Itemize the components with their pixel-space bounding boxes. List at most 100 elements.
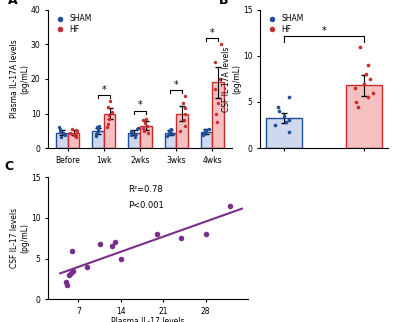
Point bbox=[168, 130, 175, 135]
Point bbox=[202, 128, 208, 133]
Text: R²=0.78: R²=0.78 bbox=[128, 185, 163, 194]
Point bbox=[128, 132, 134, 137]
Point bbox=[73, 128, 79, 133]
Point bbox=[118, 256, 124, 261]
Point bbox=[60, 130, 66, 135]
Point bbox=[132, 132, 138, 137]
Point bbox=[84, 264, 90, 270]
Point bbox=[217, 76, 223, 81]
Point bbox=[370, 90, 376, 95]
Point bbox=[218, 42, 224, 47]
Point bbox=[68, 271, 74, 276]
Point bbox=[272, 122, 278, 128]
Point bbox=[286, 129, 292, 134]
Point bbox=[72, 132, 78, 137]
Point bbox=[286, 118, 292, 123]
Point bbox=[182, 111, 188, 116]
Point bbox=[364, 95, 371, 100]
Text: *: * bbox=[102, 85, 106, 95]
Bar bbox=[128, 133, 140, 148]
Point bbox=[283, 120, 290, 125]
Point bbox=[351, 86, 358, 91]
Point bbox=[178, 236, 184, 241]
Legend: SHAM, HF: SHAM, HF bbox=[52, 14, 92, 34]
Bar bbox=[140, 126, 152, 148]
Point bbox=[200, 132, 206, 137]
Y-axis label: CSF IL-17 levels
(pg/mL): CSF IL-17 levels (pg/mL) bbox=[10, 208, 29, 268]
Bar bbox=[346, 85, 382, 148]
Point bbox=[145, 130, 151, 135]
Point bbox=[215, 100, 221, 106]
Point bbox=[134, 127, 141, 132]
Point bbox=[132, 135, 138, 140]
Text: *: * bbox=[210, 28, 214, 38]
Point bbox=[140, 118, 146, 123]
Point bbox=[365, 62, 372, 68]
Point bbox=[63, 279, 69, 284]
Point bbox=[104, 104, 111, 109]
Point bbox=[106, 116, 112, 121]
Point bbox=[200, 130, 206, 135]
Point bbox=[357, 44, 363, 49]
Point bbox=[141, 128, 148, 133]
Text: *: * bbox=[138, 100, 142, 110]
Bar bbox=[92, 131, 104, 148]
Point bbox=[182, 94, 188, 99]
Point bbox=[281, 113, 287, 118]
Point bbox=[206, 127, 212, 132]
Point bbox=[166, 128, 172, 133]
Bar bbox=[212, 82, 224, 148]
Point bbox=[167, 128, 174, 133]
Point bbox=[144, 123, 150, 128]
Y-axis label: Plasma IL-17A levels
(pg/mL): Plasma IL-17A levels (pg/mL) bbox=[10, 40, 29, 118]
Point bbox=[164, 133, 170, 138]
Point bbox=[94, 130, 100, 135]
Point bbox=[212, 59, 218, 64]
Bar bbox=[176, 114, 188, 148]
Bar bbox=[164, 133, 176, 148]
Text: *: * bbox=[322, 25, 326, 35]
Point bbox=[129, 130, 135, 135]
Point bbox=[168, 127, 174, 132]
Bar bbox=[266, 118, 302, 148]
Text: C: C bbox=[4, 160, 13, 173]
Point bbox=[214, 119, 220, 125]
Text: A: A bbox=[8, 0, 17, 7]
Point bbox=[96, 242, 103, 247]
Bar bbox=[68, 133, 80, 148]
Point bbox=[68, 127, 75, 132]
Point bbox=[112, 240, 118, 245]
Point bbox=[96, 123, 102, 128]
Bar bbox=[200, 131, 212, 148]
Point bbox=[94, 125, 100, 130]
Text: P<0.001: P<0.001 bbox=[128, 201, 164, 210]
Point bbox=[275, 109, 282, 114]
Point bbox=[105, 121, 112, 127]
Point bbox=[58, 135, 64, 140]
Point bbox=[108, 244, 115, 249]
Point bbox=[142, 116, 149, 121]
Point bbox=[56, 125, 62, 130]
Point bbox=[70, 268, 77, 273]
Y-axis label: CSF IL-17A levels
(pg/mL): CSF IL-17A levels (pg/mL) bbox=[222, 46, 241, 112]
Point bbox=[154, 232, 160, 237]
Point bbox=[94, 127, 101, 132]
Text: B: B bbox=[219, 0, 228, 7]
Bar bbox=[56, 133, 68, 148]
Point bbox=[56, 127, 63, 132]
Point bbox=[93, 133, 99, 138]
Point bbox=[134, 126, 141, 131]
Point bbox=[354, 104, 361, 109]
Point bbox=[182, 123, 188, 128]
Legend: SHAM, HF: SHAM, HF bbox=[264, 14, 304, 34]
Point bbox=[212, 87, 218, 92]
Point bbox=[74, 128, 80, 133]
Point bbox=[71, 132, 78, 137]
Point bbox=[202, 129, 208, 134]
Point bbox=[142, 121, 148, 126]
Point bbox=[361, 81, 368, 86]
Point bbox=[93, 132, 99, 137]
Point bbox=[176, 128, 183, 133]
Point bbox=[95, 128, 102, 133]
Point bbox=[367, 76, 373, 81]
